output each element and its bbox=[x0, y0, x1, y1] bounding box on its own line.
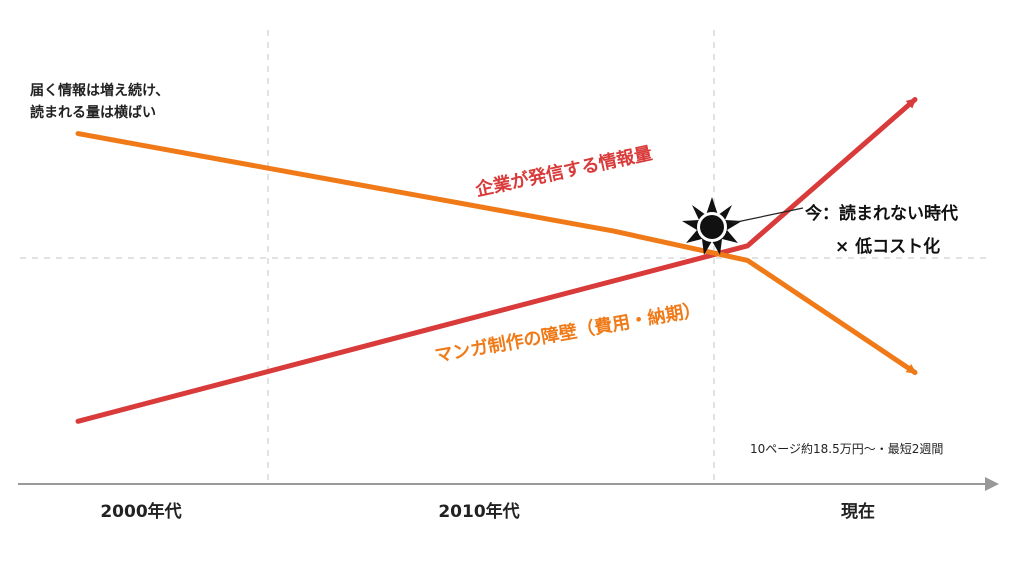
annotation-now-2: × 低コスト化 bbox=[835, 236, 940, 257]
series-cost-line bbox=[75, 131, 918, 375]
annotation-top-left-2: 読まれる量は横ばい bbox=[30, 104, 156, 121]
series-cost-label: マンガ制作の障壁（費用・納期） bbox=[433, 298, 703, 367]
annotation-top-left-1: 届く情報は増え続け、 bbox=[30, 82, 169, 99]
x-tick-label: 現在 bbox=[841, 501, 875, 522]
annotation-cost-note: 10ページ約18.5万円〜・最短2週間 bbox=[750, 441, 943, 456]
x-tick-label: 2010年代 bbox=[438, 501, 519, 522]
series-info-label: 企業が発信する情報量 bbox=[472, 142, 654, 201]
x-axis-arrowhead bbox=[985, 477, 999, 491]
series-info-line bbox=[75, 97, 918, 424]
burst-icon bbox=[682, 197, 742, 255]
annotation-now-1: 今：読まれない時代 bbox=[805, 203, 958, 224]
callout-line bbox=[731, 207, 804, 224]
x-tick-label: 2000年代 bbox=[100, 501, 181, 522]
